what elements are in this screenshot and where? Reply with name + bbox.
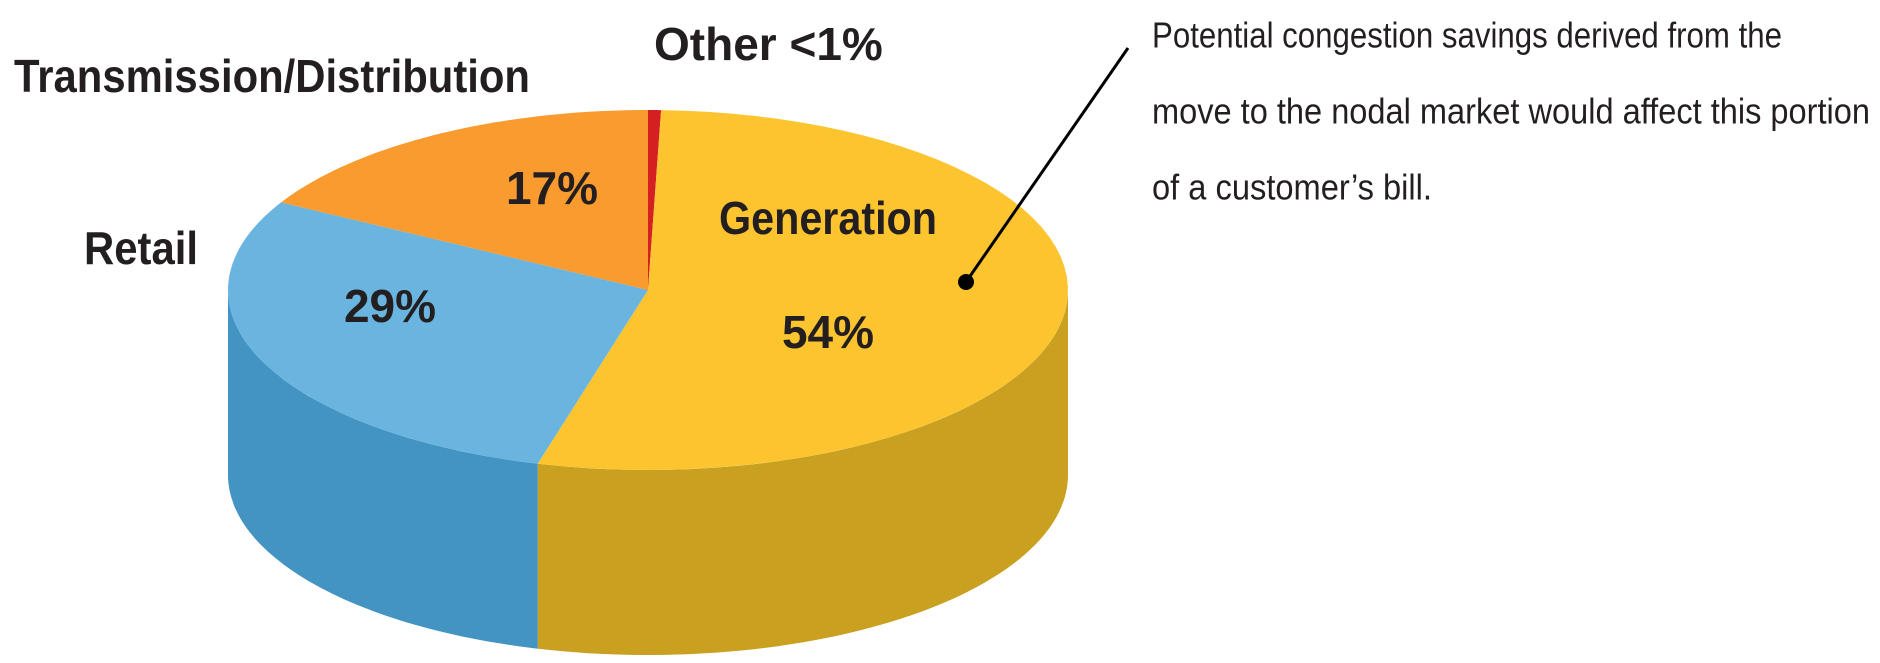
value-label: 29% <box>344 280 436 332</box>
annotation: of a customer’s bill. <box>1152 167 1432 208</box>
pie <box>228 110 1068 655</box>
slice-top <box>281 110 648 290</box>
annotation: Potential congestion savings derived fro… <box>1152 15 1782 56</box>
category-label: Other <box>654 18 777 70</box>
slice-top <box>228 202 648 464</box>
value-label: 54% <box>782 306 874 358</box>
annotation: move to the nodal market would affect th… <box>1152 91 1870 132</box>
slice <box>281 110 648 290</box>
value-label: <1% <box>789 18 882 70</box>
leader-dot <box>958 274 974 290</box>
category-label: Transmission/Distribution <box>14 50 530 102</box>
category-label: Generation <box>719 192 937 244</box>
slice <box>648 110 662 290</box>
value-label: 17% <box>506 162 598 214</box>
leader-line <box>964 47 1130 283</box>
category-label: Other <1% <box>654 18 883 70</box>
slice <box>228 202 648 649</box>
slice-side <box>537 290 1068 655</box>
slice-top <box>648 110 662 290</box>
slice-side <box>228 290 538 649</box>
category-label: Retail <box>84 222 198 274</box>
slice-top <box>537 110 1068 470</box>
slice <box>537 110 1068 655</box>
